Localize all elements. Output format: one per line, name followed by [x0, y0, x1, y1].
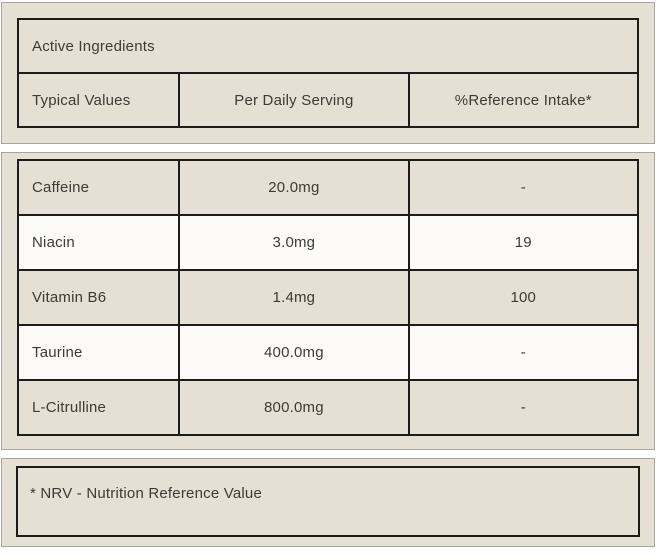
per-serving-cell: 800.0mg — [178, 379, 410, 436]
table-row: Vitamin B6 1.4mg 100 — [16, 269, 640, 326]
footnote-box: * NRV - Nutrition Reference Value — [16, 466, 640, 537]
column-header-per-daily-serving: Per Daily Serving — [178, 72, 410, 128]
per-serving-cell: 3.0mg — [178, 214, 410, 271]
ingredient-name-cell: Vitamin B6 — [16, 269, 181, 326]
header-table: Active Ingredients Typical Values Per Da… — [16, 18, 640, 128]
per-serving-cell: 20.0mg — [178, 159, 410, 216]
per-serving-cell: 400.0mg — [178, 324, 410, 381]
section-title: Active Ingredients — [17, 18, 639, 74]
table-row: Niacin 3.0mg 19 — [16, 214, 640, 271]
column-header-row: Typical Values Per Daily Serving %Refere… — [16, 72, 640, 128]
ingredient-name-cell: Taurine — [16, 324, 181, 381]
reference-intake-cell: - — [407, 324, 640, 381]
table-row: L-Citrulline 800.0mg - — [16, 379, 640, 436]
ingredients-section: Caffeine 20.0mg - Niacin 3.0mg 19 Vitami… — [1, 152, 655, 450]
section-title-row: Active Ingredients — [17, 18, 639, 74]
ingredient-name-cell: Niacin — [16, 214, 181, 271]
table-row: Taurine 400.0mg - — [16, 324, 640, 381]
footnote-section: * NRV - Nutrition Reference Value — [1, 458, 655, 547]
column-header-typical-values: Typical Values — [16, 72, 181, 128]
ingredient-name-cell: Caffeine — [16, 159, 181, 216]
ingredient-name-cell: L-Citrulline — [16, 379, 181, 436]
ingredients-table: Caffeine 20.0mg - Niacin 3.0mg 19 Vitami… — [16, 159, 640, 436]
reference-intake-cell: 100 — [407, 269, 640, 326]
table-row: Caffeine 20.0mg - — [16, 159, 640, 216]
header-section: Active Ingredients Typical Values Per Da… — [1, 2, 655, 144]
column-header-reference-intake: %Reference Intake* — [407, 72, 640, 128]
reference-intake-cell: - — [407, 379, 640, 436]
reference-intake-cell: - — [407, 159, 640, 216]
per-serving-cell: 1.4mg — [178, 269, 410, 326]
reference-intake-cell: 19 — [407, 214, 640, 271]
